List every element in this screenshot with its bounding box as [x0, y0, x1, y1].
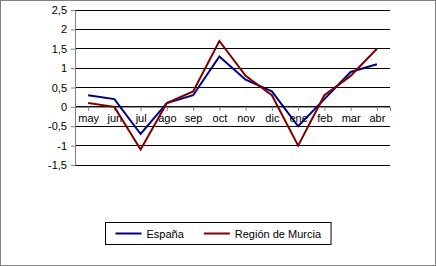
y-tick-label: -0,5 [48, 120, 67, 132]
y-tick-mark [71, 68, 75, 69]
y-tick-label: -1,5 [48, 159, 67, 171]
grid [75, 10, 390, 165]
y-tick-label: 1,5 [52, 43, 67, 55]
series-line [88, 57, 377, 135]
x-tick-mark [167, 107, 168, 111]
x-tick-mark [298, 107, 299, 111]
x-tick: may [78, 107, 99, 124]
chart: -1,5-1-0,500,511,522,5mayjunjulagosepoct… [0, 0, 436, 266]
x-tick: jul [135, 107, 147, 124]
x-tick-mark [219, 107, 220, 111]
grid-line [75, 48, 390, 49]
y-tick: 2,5 [52, 4, 75, 16]
x-tick: oct [213, 107, 228, 124]
legend-swatch [116, 233, 142, 235]
legend-item: España [116, 228, 185, 240]
x-tick: sep [185, 107, 203, 124]
grid-line [75, 126, 390, 127]
x-tick-mark [246, 107, 247, 111]
x-tick-label: mar [342, 112, 361, 124]
x-tick-mark [351, 107, 352, 111]
y-tick-mark [71, 29, 75, 30]
grid-line [75, 10, 390, 11]
grid-line [75, 165, 390, 166]
series-lines [88, 41, 377, 150]
x-tick: feb [317, 107, 332, 124]
x-tick: nov [237, 107, 255, 124]
legend-item: Región de Murcia [204, 228, 322, 240]
y-tick-label: 0 [61, 101, 67, 113]
y-tick: 2 [61, 23, 75, 35]
y-tick-mark [71, 107, 75, 108]
legend-swatch [204, 233, 230, 235]
y-tick: 1,5 [52, 43, 75, 55]
x-tick-mark [141, 107, 142, 111]
x-tick-label: nov [237, 112, 255, 124]
x-tick-label: may [78, 112, 99, 124]
grid-line [75, 29, 390, 30]
y-tick: -0,5 [48, 120, 75, 132]
y-axis-line [71, 11, 76, 166]
x-tick-label: oct [213, 112, 228, 124]
y-tick: -1 [57, 140, 75, 152]
y-tick: 1 [61, 62, 75, 74]
legend-box [106, 223, 332, 245]
x-tick-label: jul [135, 112, 147, 124]
y-tick: 0,5 [52, 82, 75, 94]
x-tick-label: dic [265, 112, 280, 124]
x-tick: ene [289, 107, 307, 124]
y-tick-mark [71, 126, 75, 127]
y-tick-label: 1 [61, 62, 67, 74]
y-tick-label: -1 [57, 140, 67, 152]
y-tick-mark [71, 165, 75, 166]
y-tick-label: 2 [61, 23, 67, 35]
y-tick: 0 [61, 101, 75, 113]
x-tick: abr [369, 107, 385, 124]
series-line [88, 41, 377, 150]
y-tick-mark [71, 10, 75, 11]
y-tick-mark [71, 88, 75, 89]
y-tick-label: 2,5 [52, 4, 67, 16]
plot: -1,5-1-0,500,511,522,5mayjunjulagosepoct… [48, 4, 390, 171]
x-tick-label: feb [317, 112, 332, 124]
x-tick-mark [88, 107, 89, 111]
y-tick-mark [71, 49, 75, 50]
y-tick-mark [71, 146, 75, 147]
grid-line [75, 87, 390, 88]
y-tick-label: 0,5 [52, 82, 67, 94]
legend: España Región de Murcia [106, 223, 332, 245]
y-axis: -1,5 -1 -0,5 0 0,5 1 1,5 2 2,5 [48, 4, 75, 171]
x-tick-label: sep [185, 112, 203, 124]
x-tick-label: abr [369, 112, 385, 124]
x-tick-mark [193, 107, 194, 111]
y-tick: -1,5 [48, 159, 75, 171]
x-tick-mark [324, 107, 325, 111]
chart-frame [1, 1, 436, 266]
x-tick-mark [272, 107, 273, 111]
x-tick: mar [342, 107, 361, 124]
x-tick-mark [377, 107, 378, 111]
legend-label: España [147, 228, 185, 240]
grid-line [75, 145, 390, 146]
x-tick: dic [265, 107, 280, 124]
legend-label: Región de Murcia [235, 228, 322, 240]
